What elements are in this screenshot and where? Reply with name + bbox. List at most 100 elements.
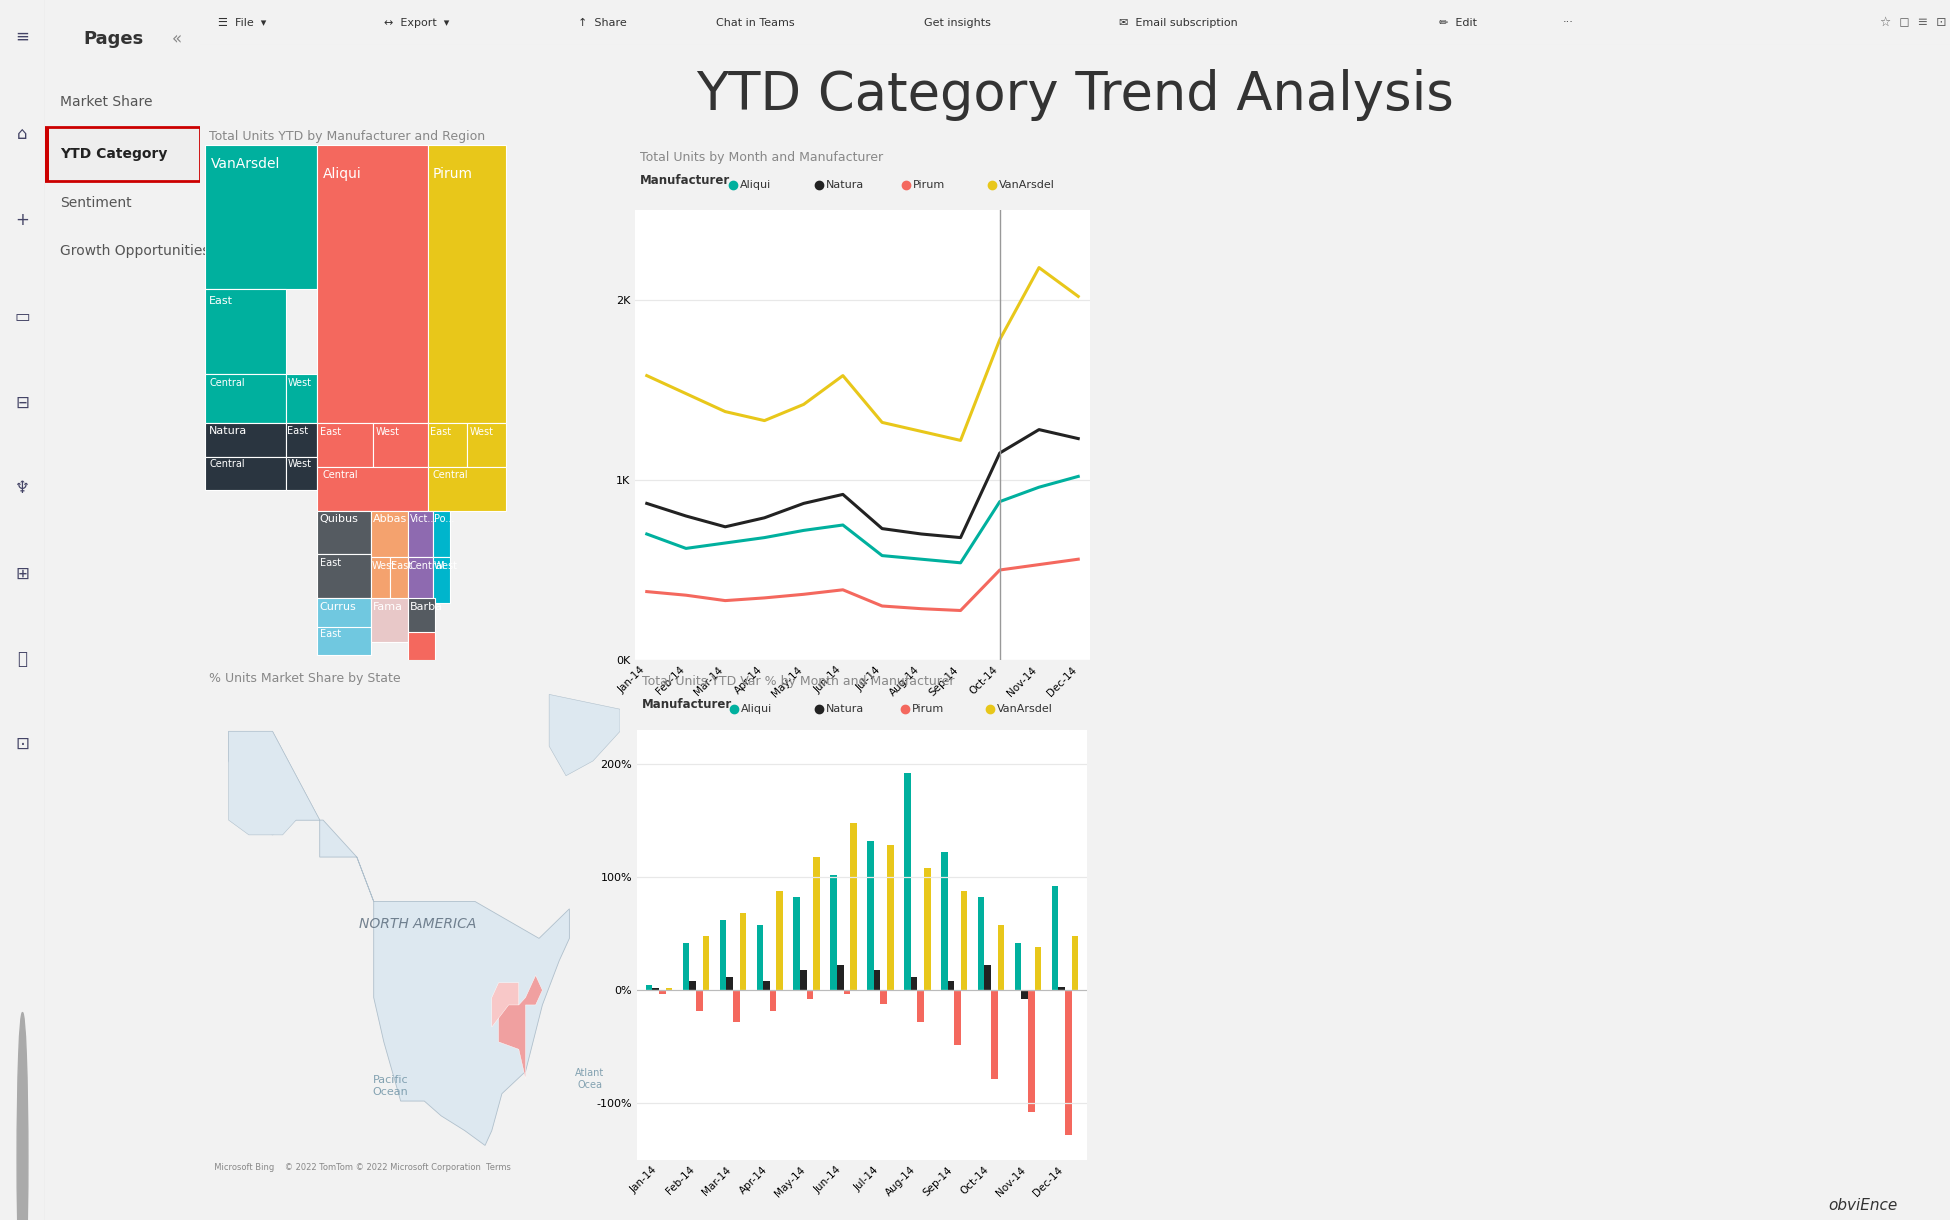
Text: East: East (209, 296, 234, 306)
Bar (850, 822, 856, 991)
Text: Abbas: Abbas (372, 515, 408, 525)
Bar (844, 991, 850, 993)
Bar (1028, 991, 1035, 1113)
Bar (390, 558, 408, 604)
Bar (429, 467, 507, 511)
Bar (720, 920, 725, 991)
Text: Chat in Teams: Chat in Teams (716, 17, 796, 28)
Text: Market Share: Market Share (60, 95, 152, 110)
Bar (287, 456, 318, 490)
Bar (696, 991, 702, 1010)
Text: ♆: ♆ (16, 479, 29, 497)
Text: Sentiment: Sentiment (60, 195, 133, 210)
Bar (1051, 886, 1059, 991)
Bar (991, 991, 998, 1078)
Bar (770, 991, 776, 1010)
Bar (429, 423, 468, 467)
Bar (370, 660, 408, 722)
Text: ⊞: ⊞ (16, 565, 29, 582)
Text: Natura: Natura (827, 181, 864, 190)
Text: Aliqui: Aliqui (322, 167, 361, 182)
Bar (1059, 987, 1065, 991)
Text: Total Units YTD Var % by Month and Manufacturer: Total Units YTD Var % by Month and Manuf… (642, 675, 954, 688)
Text: East: East (431, 427, 450, 437)
Text: ···: ··· (1564, 17, 1574, 28)
Text: ⊡: ⊡ (16, 736, 29, 753)
Bar (45, 127, 49, 181)
Bar (435, 660, 450, 762)
Bar (954, 991, 961, 1044)
Text: East: East (320, 628, 341, 639)
Text: Pacific
Ocean: Pacific Ocean (372, 1076, 408, 1097)
Bar (408, 632, 435, 665)
Bar (318, 627, 370, 655)
Bar (739, 914, 747, 991)
Text: VanArsdel: VanArsdel (998, 181, 1055, 190)
Bar (659, 991, 665, 993)
Text: Pages: Pages (84, 30, 144, 49)
Bar (318, 660, 370, 693)
Text: Total Units by Month and Manufacturer: Total Units by Month and Manufacturer (640, 151, 883, 165)
Polygon shape (491, 983, 519, 1027)
Text: East: East (320, 558, 341, 569)
Text: West: West (376, 427, 400, 437)
Bar (205, 145, 318, 289)
Bar (837, 965, 844, 991)
Bar (916, 991, 924, 1022)
Bar (318, 511, 370, 554)
Text: West: West (435, 561, 458, 571)
Text: Pirum: Pirum (433, 167, 472, 182)
Bar (408, 598, 435, 642)
Bar (881, 991, 887, 1004)
Bar (468, 423, 507, 467)
Bar (45, 127, 201, 181)
Text: Central: Central (322, 471, 359, 481)
Bar (205, 423, 287, 456)
Text: Currus: Currus (320, 601, 357, 611)
Text: ✏  Edit: ✏ Edit (1439, 17, 1476, 28)
Polygon shape (228, 731, 320, 834)
Text: NORTH AMERICA: NORTH AMERICA (359, 916, 476, 931)
Text: Natura: Natura (209, 426, 248, 436)
Bar (874, 970, 881, 991)
Text: West: West (372, 561, 396, 571)
Text: Aliqui: Aliqui (739, 181, 770, 190)
Text: Vict...: Vict... (410, 515, 437, 525)
Bar (985, 965, 991, 991)
Text: West: West (287, 459, 312, 470)
Bar (287, 375, 318, 423)
Text: Central: Central (209, 459, 244, 470)
Circle shape (18, 1013, 27, 1220)
Bar (977, 898, 985, 991)
Text: ⊟: ⊟ (16, 394, 29, 411)
Text: ☰  File  ▾: ☰ File ▾ (218, 17, 265, 28)
Bar (1022, 991, 1028, 999)
Text: Manufacturer: Manufacturer (640, 174, 729, 187)
Text: YTD Category: YTD Category (60, 146, 168, 161)
Bar (318, 554, 370, 598)
Polygon shape (228, 731, 569, 1146)
Bar (1065, 991, 1071, 1135)
Text: Central: Central (209, 378, 244, 388)
Bar (762, 981, 770, 991)
Bar (682, 943, 690, 991)
Text: Aliqui: Aliqui (741, 704, 772, 714)
Text: 🚀: 🚀 (18, 650, 27, 667)
Text: ↑  Share: ↑ Share (577, 17, 626, 28)
Bar (807, 991, 813, 999)
Text: Pirum: Pirum (911, 704, 944, 714)
Bar (433, 511, 450, 558)
Bar (800, 970, 807, 991)
Bar (887, 845, 893, 991)
Bar (868, 841, 874, 991)
Text: West: West (287, 378, 312, 388)
Text: Manufacturer: Manufacturer (642, 698, 731, 711)
Bar (287, 423, 318, 456)
Bar (924, 869, 930, 991)
Text: +: + (16, 211, 29, 228)
Bar (408, 558, 433, 604)
Bar (776, 891, 784, 991)
Text: ▭: ▭ (16, 309, 31, 326)
Bar (408, 660, 423, 688)
Text: % Units Market Share by State: % Units Market Share by State (209, 672, 402, 684)
